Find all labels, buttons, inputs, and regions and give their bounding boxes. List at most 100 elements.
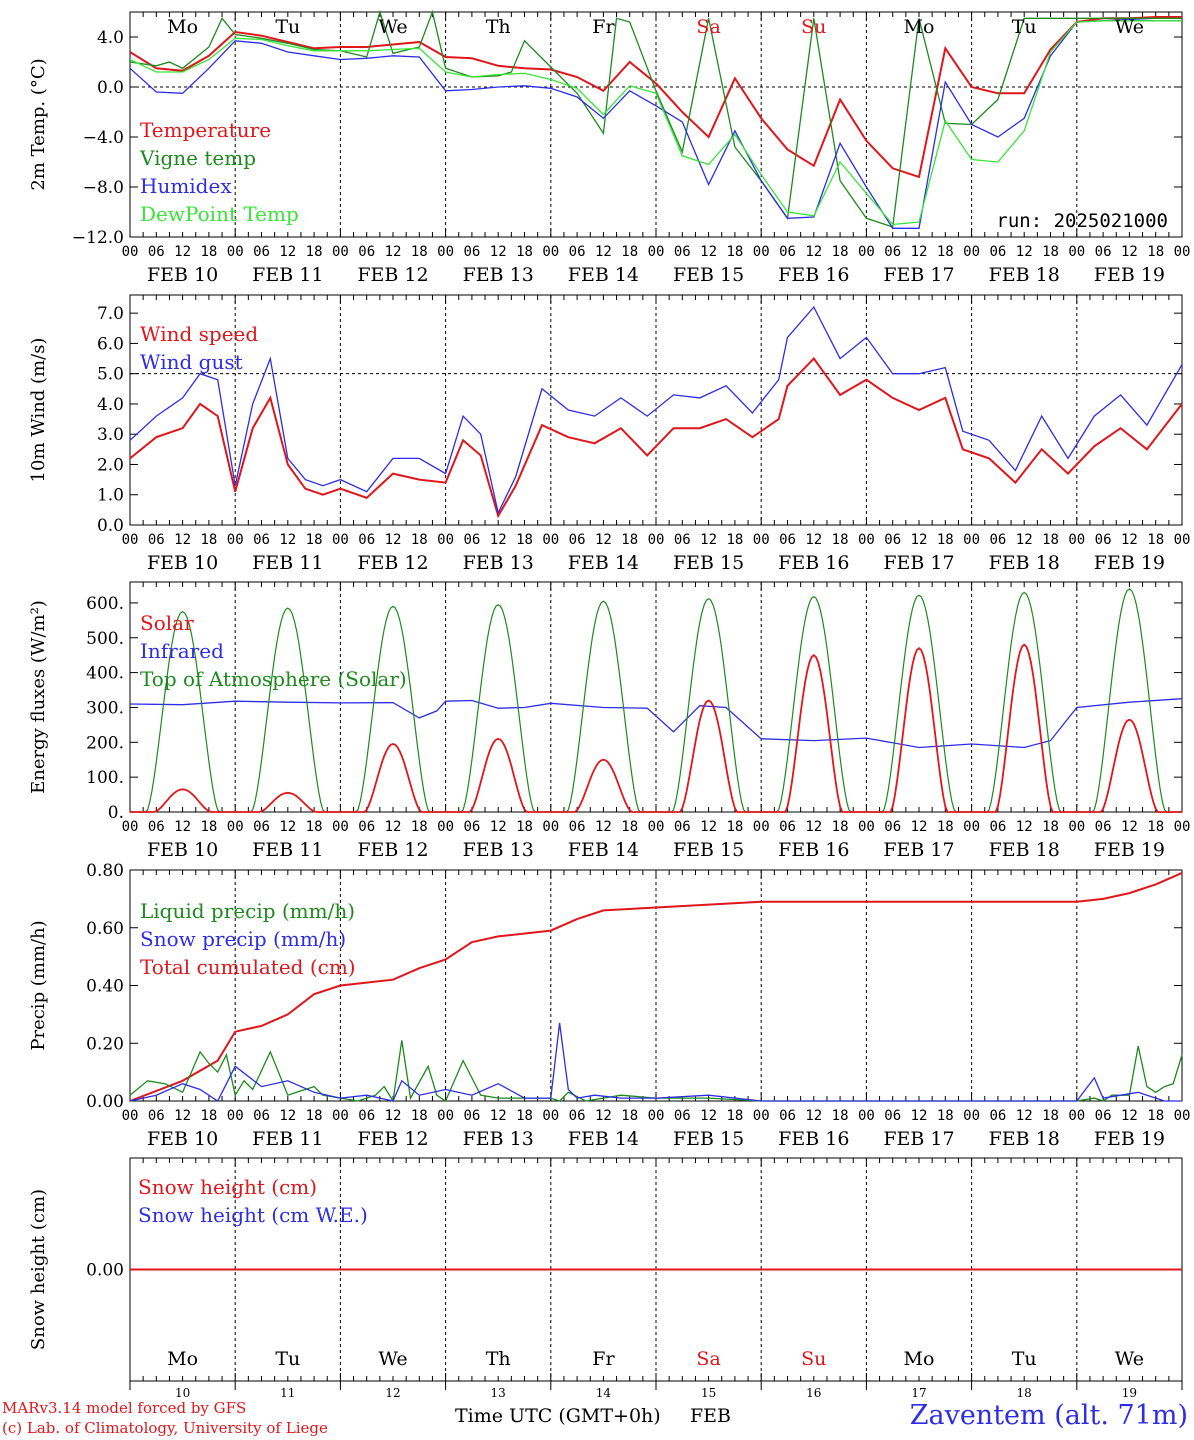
hour-label: 12 xyxy=(1121,244,1138,260)
y-tick-label: 2.0 xyxy=(97,455,124,475)
hour-label: 18 xyxy=(621,244,638,260)
hour-label: 18 xyxy=(306,819,323,835)
hour-label: 18 xyxy=(1147,819,1164,835)
y-axis-label: Snow height (cm) xyxy=(28,1189,49,1350)
date-label: FEB 14 xyxy=(568,264,639,286)
hour-label: 12 xyxy=(1016,1108,1033,1124)
hour-label: 06 xyxy=(1095,532,1112,548)
series-temperature xyxy=(129,16,1182,179)
date-label: FEB 10 xyxy=(147,1128,218,1150)
hour-label: 00 xyxy=(437,1108,454,1124)
hour-label: 18 xyxy=(200,244,217,260)
day-name: Tu xyxy=(275,16,300,38)
y-tick-label: 0.40 xyxy=(86,977,124,997)
hour-label: 06 xyxy=(989,1108,1006,1124)
hour-label: 18 xyxy=(726,532,743,548)
legend-entry: Total cumulated (cm) xyxy=(140,955,356,979)
date-label: FEB 19 xyxy=(1094,552,1165,574)
hour-label: 06 xyxy=(569,532,586,548)
panel-1: 4.0 0.0 −4.0 −8.0 −12.0 2m Temp. (°C) 00 06 12 18… xyxy=(28,9,1190,286)
y-tick-label: 600. xyxy=(86,594,124,614)
y-tick-label: 300. xyxy=(86,698,124,718)
hour-label: 18 xyxy=(306,244,323,260)
hour-label: 06 xyxy=(148,244,165,260)
legend-entry: Snow height (cm W.E.) xyxy=(138,1203,368,1227)
date-label: FEB 13 xyxy=(463,552,534,574)
hour-label: 12 xyxy=(1016,819,1033,835)
y-axis-label: 10m Wind (m/s) xyxy=(28,338,49,483)
series-vigne-temp xyxy=(129,9,1182,228)
date-label: FEB 15 xyxy=(673,839,744,861)
date-label: FEB 13 xyxy=(463,839,534,861)
hour-label: 06 xyxy=(1095,244,1112,260)
hour-label: 00 xyxy=(332,244,349,260)
hour-label: 18 xyxy=(306,1108,323,1124)
hour-label: 00 xyxy=(227,1108,244,1124)
hour-label: 00 xyxy=(227,244,244,260)
day-name: Fr xyxy=(592,1348,615,1370)
hour-label: 18 xyxy=(832,244,849,260)
hour-label: 00 xyxy=(122,819,139,835)
hour-label: 12 xyxy=(911,532,928,548)
day-name: Mo xyxy=(904,16,935,38)
hour-label: 12 xyxy=(385,532,402,548)
hour-label: 00 xyxy=(1068,819,1085,835)
y-tick-label: 5.0 xyxy=(97,365,124,385)
hour-label: 06 xyxy=(148,1108,165,1124)
y-tick-label: 400. xyxy=(86,664,124,684)
day-number: 11 xyxy=(280,1386,295,1400)
hour-label: 12 xyxy=(595,819,612,835)
date-label: FEB 15 xyxy=(673,1128,744,1150)
hour-label: 12 xyxy=(279,532,296,548)
date-label: FEB 18 xyxy=(989,264,1060,286)
hour-label: 18 xyxy=(411,1108,428,1124)
hour-label: 18 xyxy=(516,244,533,260)
date-label: FEB 19 xyxy=(1094,839,1165,861)
y-axis-label: 2m Temp. (°C) xyxy=(28,58,49,190)
y-tick-label: 1.0 xyxy=(97,486,124,506)
hour-label: 12 xyxy=(174,819,191,835)
hour-label: 06 xyxy=(253,244,270,260)
y-tick-label: −4.0 xyxy=(83,128,124,148)
legend-entry: Infrared xyxy=(140,639,224,663)
date-label: FEB 16 xyxy=(778,552,849,574)
hour-label: 00 xyxy=(437,244,454,260)
hour-label: 00 xyxy=(1068,1108,1085,1124)
hour-label: 06 xyxy=(148,532,165,548)
y-tick-label: 500. xyxy=(86,629,124,649)
hour-label: 06 xyxy=(884,819,901,835)
hour-label: 18 xyxy=(306,532,323,548)
legend-entry: Liquid precip (mm/h) xyxy=(140,899,355,923)
date-label: FEB 19 xyxy=(1094,264,1165,286)
date-label: FEB 11 xyxy=(252,839,323,861)
day-number: 18 xyxy=(1017,1386,1032,1400)
date-label: FEB 12 xyxy=(357,552,428,574)
series-infrared xyxy=(129,698,1183,749)
panel-3: 600. 500. 400. 300. 200. 100. 0. Energy fluxes … xyxy=(28,581,1190,861)
hour-label: 00 xyxy=(858,244,875,260)
hour-label: 12 xyxy=(700,532,717,548)
y-tick-label: 4.0 xyxy=(97,395,124,415)
hour-label: 00 xyxy=(437,819,454,835)
hour-label: 06 xyxy=(463,244,480,260)
date-label: FEB 13 xyxy=(463,1128,534,1150)
legend-entry: Top of Atmosphere (Solar) xyxy=(140,667,407,691)
hour-label: 00 xyxy=(1174,532,1191,548)
day-name: Sa xyxy=(696,16,720,38)
panel-4: 0.80 0.60 0.40 0.20 0.00 Precip (mm/h) 00 06 12 1… xyxy=(28,861,1190,1150)
hour-label: 00 xyxy=(122,1108,139,1124)
y-tick-label: 0. xyxy=(108,803,124,823)
hour-label: 06 xyxy=(1095,819,1112,835)
date-label: FEB 17 xyxy=(883,264,954,286)
date-label: FEB 18 xyxy=(989,552,1060,574)
day-name: Mo xyxy=(167,16,198,38)
hour-label: 00 xyxy=(858,1108,875,1124)
hour-label: 00 xyxy=(122,244,139,260)
y-tick-label: −12.0 xyxy=(72,228,124,248)
day-name: Mo xyxy=(904,1348,935,1370)
hour-label: 12 xyxy=(805,1108,822,1124)
panel-5: 0.00 Snow height (cm) Snow height (cm) Snow… xyxy=(28,1157,1183,1382)
hour-label: 18 xyxy=(1147,1108,1164,1124)
hour-label: 12 xyxy=(595,244,612,260)
hour-label: 00 xyxy=(542,532,559,548)
